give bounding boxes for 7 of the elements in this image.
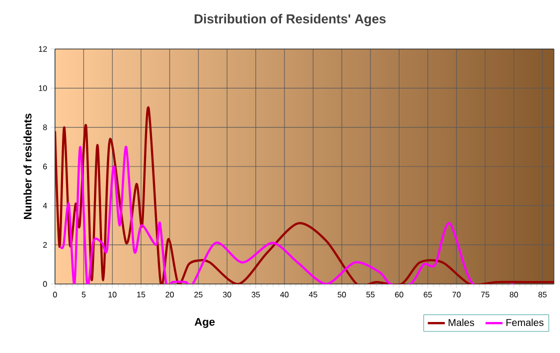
line-series <box>55 106 554 284</box>
chart-title: Distribution of Residents' Ages <box>194 14 386 26</box>
line-series <box>60 146 515 284</box>
legend-label: Males <box>448 318 474 326</box>
x-axis-title: Age <box>194 318 215 328</box>
legend-label: Females <box>506 318 544 326</box>
y-axis-title: Number of residents <box>23 114 32 220</box>
